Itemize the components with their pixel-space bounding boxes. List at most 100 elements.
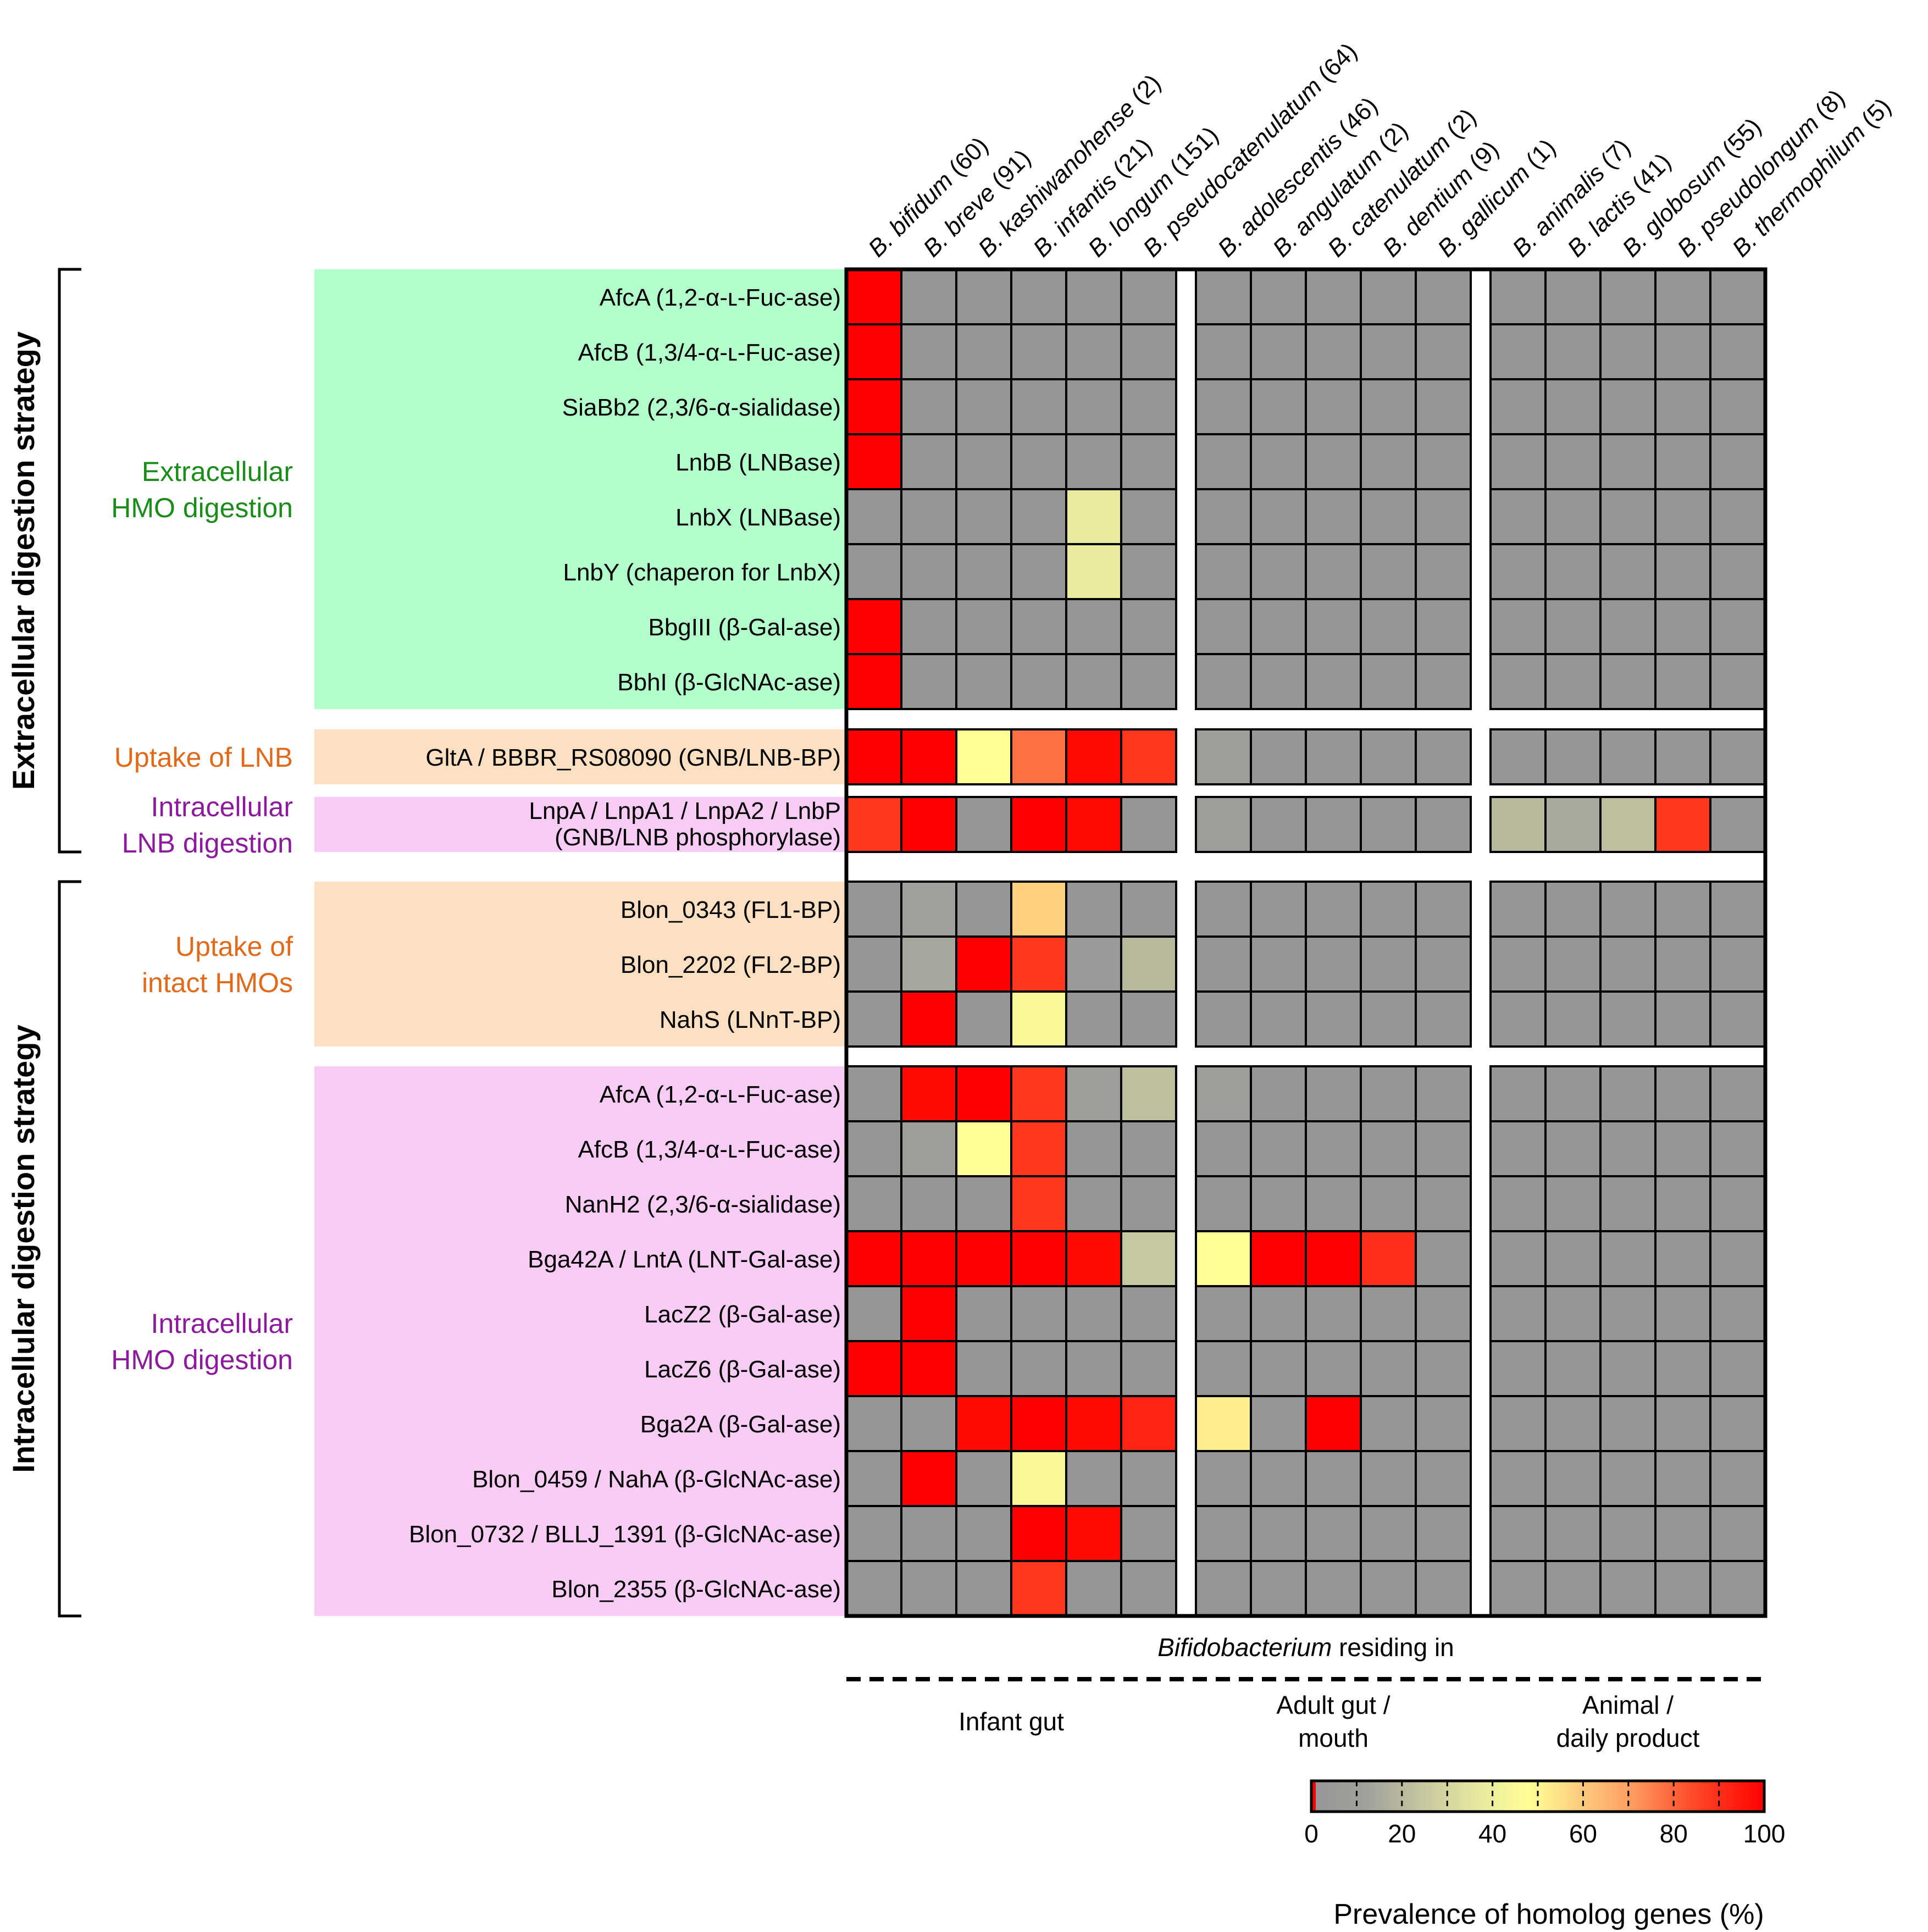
heatmap-cell (1360, 881, 1417, 938)
heatmap-cell (900, 378, 957, 435)
heatmap-cell (1120, 268, 1177, 325)
colorbar-label: Prevalence of homolog genes (%) (1333, 1898, 1764, 1930)
heatmap-cell (845, 323, 902, 380)
row-label: LacZ6 (β-Gal-ase) (644, 1356, 841, 1383)
heatmap-cell (1599, 598, 1656, 655)
heatmap-cell (1065, 1065, 1122, 1122)
heatmap-cell (1195, 598, 1252, 655)
heatmap-cell (1250, 990, 1307, 1048)
row-label: (GNB/LNB phosphorylase) (555, 824, 841, 851)
heatmap-cell (1544, 990, 1602, 1048)
heatmap-cell (1065, 881, 1122, 938)
heatmap-cell (1065, 1120, 1122, 1177)
heatmap-cell (1305, 268, 1362, 325)
heatmap-cell (900, 598, 957, 655)
heatmap-cell (1360, 1175, 1417, 1232)
heatmap-cell (1120, 1560, 1177, 1617)
heatmap-cell (1489, 1505, 1547, 1562)
heatmap-cell (1599, 796, 1656, 853)
heatmap-cell (955, 1340, 1012, 1397)
heatmap-cell (900, 268, 957, 325)
heatmap-cell (1709, 1395, 1766, 1452)
heatmap-cell (1415, 1505, 1472, 1562)
heatmap-cell (1654, 323, 1711, 380)
heatmap-cell (845, 1505, 902, 1562)
heatmap-cell (1709, 1120, 1766, 1177)
heatmap-cell (1010, 1285, 1067, 1342)
heatmap-cell (1250, 881, 1307, 938)
heatmap-cell (1709, 1505, 1766, 1562)
heatmap-cell (1654, 653, 1711, 710)
heatmap-cell (1709, 1450, 1766, 1507)
heatmap-cell (1709, 268, 1766, 325)
heatmap-cell (845, 598, 902, 655)
heatmap-cell (1544, 1450, 1602, 1507)
heatmap-cell (1360, 598, 1417, 655)
heatmap-cell (1305, 323, 1362, 380)
heatmap-cell (1250, 433, 1307, 490)
heatmap-cell (1250, 598, 1307, 655)
heatmap-cell (1544, 1285, 1602, 1342)
category-panel (314, 882, 846, 1047)
heatmap-cell (1544, 935, 1602, 993)
heatmap-cell (1360, 543, 1417, 600)
heatmap-cell (1709, 543, 1766, 600)
heatmap-cell (955, 1065, 1012, 1122)
heatmap-cell (1010, 1395, 1067, 1452)
heatmap-cell (1120, 323, 1177, 380)
heatmap-cell (1709, 598, 1766, 655)
category-panel (314, 729, 846, 784)
heatmap-cell (845, 378, 902, 435)
heatmap-cell (1250, 1505, 1307, 1562)
heatmap-cell (1360, 1120, 1417, 1177)
heatmap-cell (1065, 1340, 1122, 1397)
heatmap-cell (1489, 728, 1547, 785)
heatmap-cell (1544, 1120, 1602, 1177)
heatmap-cell (1195, 1175, 1252, 1232)
heatmap-cell (1065, 268, 1122, 325)
heatmap-cell (1010, 1560, 1067, 1617)
heatmap-cell (1195, 1230, 1252, 1287)
heatmap-cell (955, 598, 1012, 655)
heatmap-cell (845, 796, 902, 853)
heatmap-cell (1360, 1065, 1417, 1122)
heatmap-cell (1250, 653, 1307, 710)
row-label: BbhI (β-GlcNAc-ase) (617, 669, 841, 696)
heatmap-cell (900, 1230, 957, 1287)
heatmap-cell (1544, 488, 1602, 545)
heatmap-cell (955, 1450, 1012, 1507)
heatmap-cell (1599, 1505, 1656, 1562)
heatmap-cell (1120, 881, 1177, 938)
heatmap-cell (1489, 433, 1547, 490)
heatmap-cell (1599, 378, 1656, 435)
heatmap-cell (1709, 796, 1766, 853)
heatmap-cell (1489, 378, 1547, 435)
heatmap-cell (1709, 1285, 1766, 1342)
heatmap-cell (1709, 881, 1766, 938)
heatmap-cell (1195, 653, 1252, 710)
heatmap-cell (1654, 433, 1711, 490)
heatmap-cell (1250, 1065, 1307, 1122)
heatmap-cell (1599, 1230, 1656, 1287)
heatmap-cell (1415, 433, 1472, 490)
heatmap-cell (1360, 268, 1417, 325)
heatmap-cell (845, 488, 902, 545)
heatmap-cell (845, 268, 902, 325)
category-label: Uptake of (175, 931, 293, 962)
heatmap-cell (1010, 598, 1067, 655)
heatmap-cell (900, 653, 957, 710)
heatmap-cell (1360, 653, 1417, 710)
heatmap-cell (1195, 378, 1252, 435)
heatmap-cell (1489, 881, 1547, 938)
heatmap-cell (1305, 796, 1362, 853)
heatmap-cell (955, 378, 1012, 435)
row-label: Bga42A / LntA (LNT-Gal-ase) (528, 1246, 841, 1273)
heatmap-cell (1544, 323, 1602, 380)
heatmap-cell (900, 935, 957, 993)
category-label: HMO digestion (111, 1344, 293, 1375)
heatmap-cell (1010, 488, 1067, 545)
heatmap-cell (1065, 1230, 1122, 1287)
heatmap-cell (1599, 990, 1656, 1048)
heatmap-cell (1305, 543, 1362, 600)
heatmap-cell (1489, 488, 1547, 545)
